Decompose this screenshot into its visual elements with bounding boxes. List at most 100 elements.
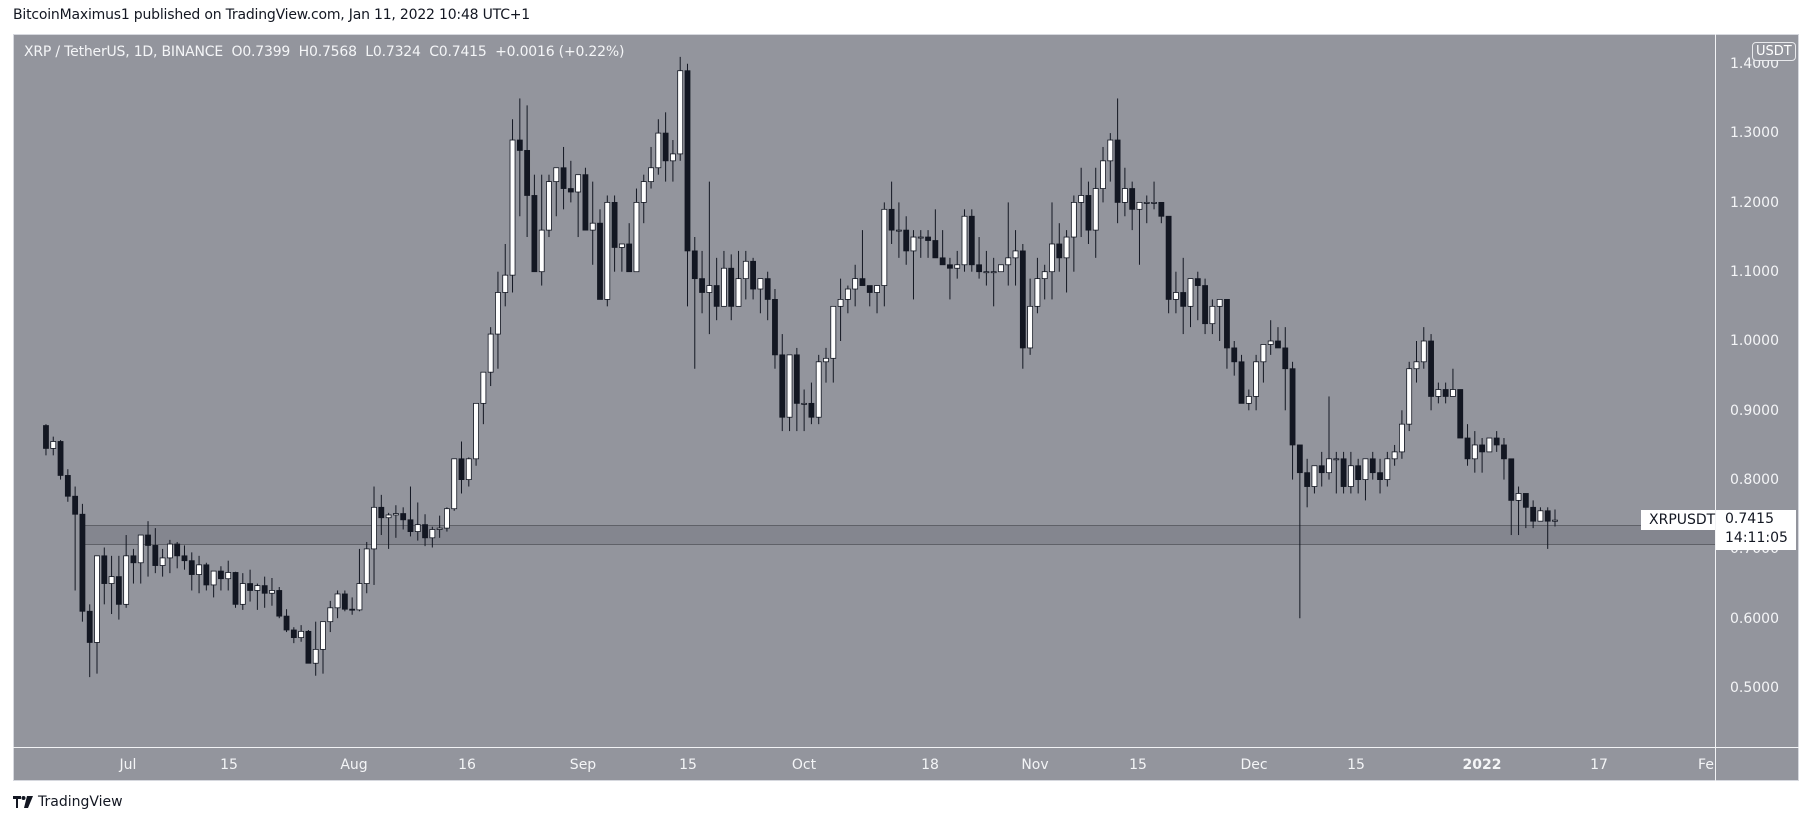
candle [1318,451,1325,487]
candle [269,578,275,606]
candle [72,486,79,591]
candle [1347,451,1354,494]
candle [1034,257,1041,314]
candle [670,140,676,182]
time-label-year: 2022 [1462,757,1502,773]
candle [218,566,224,591]
candle [1245,389,1252,411]
candle [604,195,611,307]
candle [290,627,297,644]
legend-change: +0.0016 (+0.22%) [495,44,625,60]
price-label: 0.6000 [1730,611,1779,627]
candle [312,621,319,676]
candle [881,202,888,307]
candle [495,271,501,369]
candle [101,547,108,605]
price-label: 1.1000 [1730,264,1779,280]
candle [764,271,771,321]
candle [451,458,458,511]
tradingview-logo[interactable]: TradingView [13,794,123,810]
candle [1114,98,1121,224]
candle [1070,195,1077,272]
candle [1420,327,1427,369]
candle [516,98,523,217]
candle [254,583,261,610]
candle [706,181,713,335]
candle [1450,368,1456,397]
legend-low: 0.7324 [372,44,421,60]
candle [1121,167,1128,217]
candle [998,264,1004,273]
candle [976,237,982,279]
candle [94,555,100,674]
candle [1413,341,1420,383]
candle [640,174,647,224]
candle [188,552,195,591]
candle [1391,444,1398,466]
candle [560,146,567,210]
candle [1267,320,1274,355]
candle [298,625,305,642]
candle [786,354,793,432]
candle [1457,389,1464,439]
candle [239,573,246,610]
candle [108,555,115,615]
legend-open: 0.7399 [242,44,291,60]
candle [79,503,86,622]
candle [1362,458,1369,501]
support-zone[interactable] [81,525,1715,545]
legend-symbol: XRP / TetherUS, 1D, BINANCE [24,44,223,60]
candle [283,609,290,633]
candle [392,505,399,538]
candle [414,502,421,541]
candle [1311,465,1318,494]
candle [932,209,939,259]
currency-unit-button[interactable]: USDT [1752,42,1796,61]
candle [1173,271,1179,314]
candle [1143,195,1150,224]
candle [247,569,253,602]
candle [553,167,560,217]
candle [1253,354,1260,411]
candle [1100,146,1106,203]
candle [1275,327,1281,349]
candle [203,562,210,591]
candle [1435,382,1442,404]
candle [152,528,159,574]
candle [925,230,931,258]
candle [1326,396,1332,480]
bar-countdown: 14:11:05 [1725,530,1788,546]
candle [509,119,516,293]
candle [480,371,487,425]
candle [874,285,880,314]
candle [57,440,64,480]
time-label: Sep [569,757,597,773]
legend-close-label: C [429,44,439,60]
candle [174,541,181,569]
candle [582,167,589,231]
candle [983,250,990,286]
candle [648,146,654,189]
time-label: Fe [1698,757,1714,773]
candle [429,526,436,548]
candle [334,590,341,619]
candle [86,604,93,678]
candle [1399,410,1405,459]
candle [837,278,844,341]
tradingview-brand: TradingView [38,794,123,810]
candle [728,254,735,321]
candle [954,250,961,279]
candle [524,105,531,238]
candle [1041,264,1048,300]
candle [917,230,924,258]
candle [1333,451,1340,494]
candle [1530,500,1537,529]
legend-high: 0.7568 [308,44,357,60]
chart-plot-area[interactable] [13,34,1715,747]
candle [1340,451,1347,494]
candle [1216,299,1223,341]
candle [699,250,705,314]
candle [910,230,917,300]
candle [1501,438,1507,480]
candle [1224,299,1230,369]
